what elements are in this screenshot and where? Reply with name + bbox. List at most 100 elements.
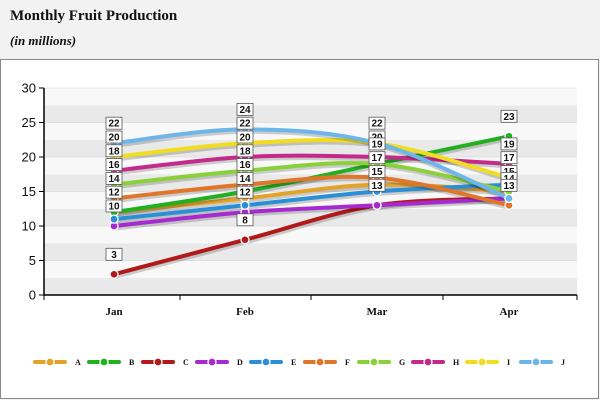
data-label-box [368,165,386,178]
data-label: 23 [503,112,515,123]
series-line-I [112,138,511,180]
grid-band [44,226,577,244]
data-point-C [240,235,250,245]
grid-band [44,243,577,261]
data-label-box [236,144,254,158]
data-label: 18 [108,146,120,157]
chart-title: Monthly Fruit Production [10,8,178,24]
data-label: 16 [108,160,120,171]
data-label-box [105,185,123,199]
legend-marker-F [315,357,325,367]
data-label: 10 [108,202,120,213]
data-label-box [368,151,386,165]
data-label-box [236,116,254,130]
legend-label: G [399,358,405,367]
data-label-box [105,130,123,144]
legend-label: B [129,358,135,367]
legend-label: A [75,358,81,367]
grid-band [44,88,577,106]
legend-label: H [453,358,460,367]
legend-label: E [291,358,296,367]
legend-marker-C [153,357,163,367]
data-label-box [236,158,254,172]
x-tick-label: Apr [500,306,519,318]
data-label: 17 [371,153,383,164]
grid-band [44,277,577,295]
series-line-G [112,160,511,194]
legend-marker-D [207,357,217,367]
data-label-box [105,144,123,158]
y-tick-label: 30 [22,81,36,96]
legend-marker-E [261,357,271,367]
data-label-box [500,137,518,151]
data-point-E [240,200,250,210]
grid-band [44,260,577,278]
data-label-box [105,116,123,130]
legend-label: C [183,358,189,367]
data-label-box [105,199,123,213]
data-label-box [500,151,518,165]
legend-label: F [345,358,350,367]
data-point-E [109,214,119,224]
data-label: 19 [503,139,515,150]
series-line-E [112,182,511,222]
y-tick-label: 10 [22,219,36,234]
data-label-box [236,171,254,185]
x-tick-label: Mar [367,306,388,318]
data-label: 12 [239,188,251,199]
legend-marker-B [99,357,109,367]
data-label-box [105,158,123,172]
y-tick-label: 25 [22,115,36,130]
y-tick-label: 15 [22,184,36,199]
data-label: 17 [503,153,515,164]
data-label: 16 [239,160,251,171]
legend: A B C D E F G H I J [33,357,565,367]
data-label: 22 [239,119,251,130]
legend-marker-A [45,357,55,367]
data-label-box [500,178,518,192]
data-label-box [105,247,123,261]
series-line-F [112,174,511,208]
data-label-box [500,109,518,123]
data-label-box [236,213,254,227]
x-tick-label: Feb [236,306,254,318]
data-label: 19 [371,139,383,150]
data-label: 13 [503,181,515,192]
y-tick-label: 5 [29,253,36,268]
data-label-box [105,171,123,185]
chart-subtitle: (in millions) [10,33,77,48]
data-label-box [368,116,386,130]
x-tick-label: Jan [105,306,122,318]
data-label: 20 [239,133,251,144]
data-label-box [368,137,386,151]
legend-marker-H [423,357,433,367]
legend-label: D [237,358,243,367]
legend-label: J [561,358,565,367]
data-label: 14 [239,174,251,185]
data-point-C [109,269,119,279]
data-label-box [236,185,254,199]
series-line-shadow [112,184,513,224]
legend-marker-I [477,357,487,367]
series-line-D [112,196,511,228]
legend-marker-G [369,357,379,367]
data-label: 18 [239,146,251,157]
data-label-box [236,103,254,116]
data-point-D [372,200,382,210]
data-label: 3 [111,250,117,261]
data-label: 8 [242,215,248,226]
legend-label: I [507,358,510,367]
series-lines [112,127,513,279]
axes: 0 5 10 15 20 25 30 Jan Feb Mar Apr [22,81,578,318]
data-label-box [368,178,386,192]
y-tick-label: 20 [22,150,36,165]
y-tick-label: 0 [29,288,36,303]
data-label: 12 [108,188,120,199]
data-labels: 2220181614121032422201816141282220191715… [105,103,518,261]
data-label-box [236,130,254,144]
data-label: 24 [239,105,251,116]
data-label: 22 [371,119,383,130]
series-line-shadow [112,197,513,231]
grid-band [44,139,577,157]
